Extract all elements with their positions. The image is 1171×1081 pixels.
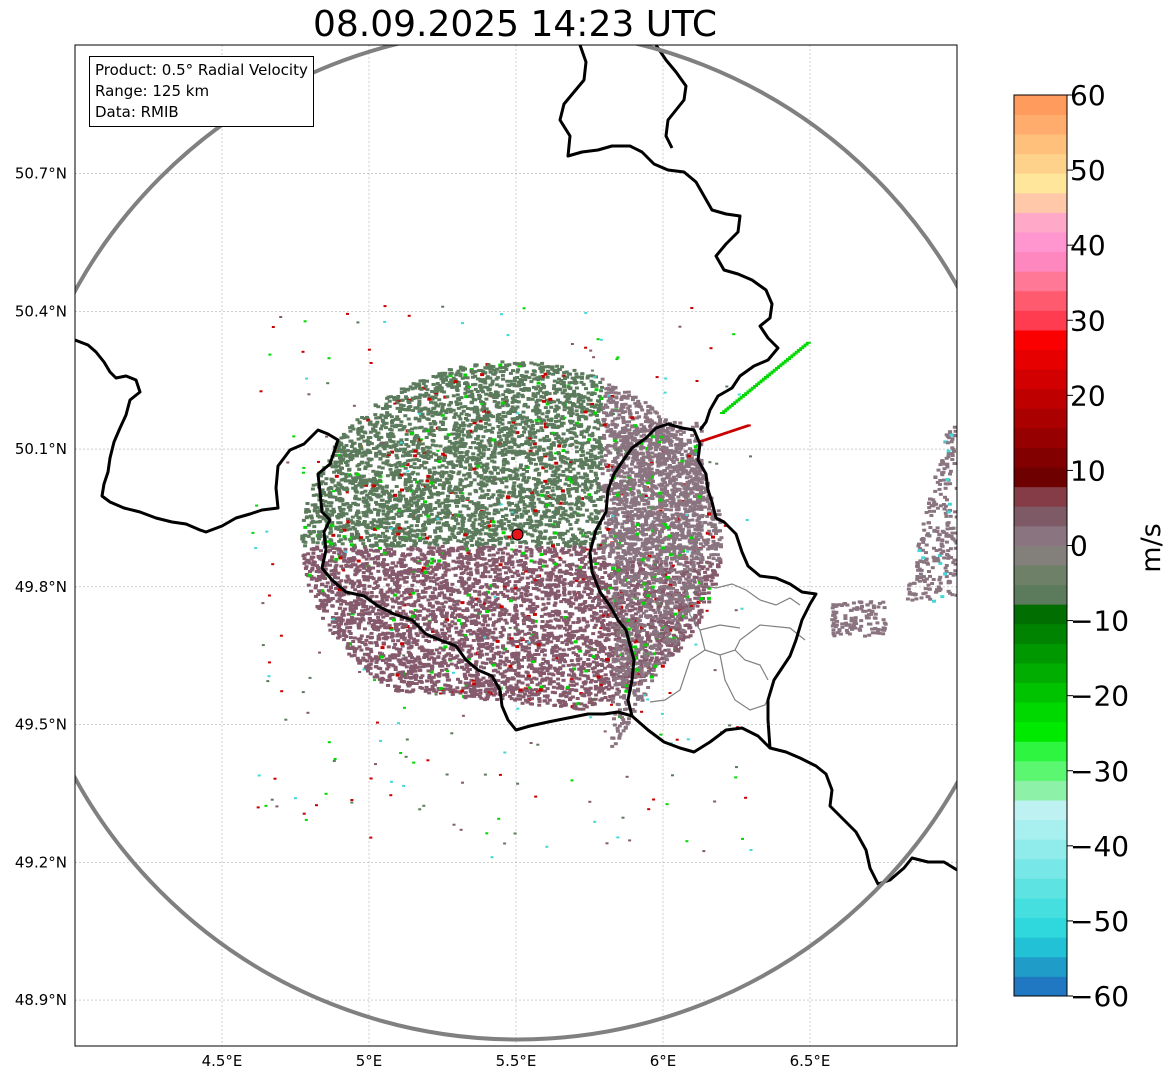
x-tick-label: 6.5°E xyxy=(790,1052,831,1070)
range-ring xyxy=(75,45,957,1042)
y-tick-label: 49.2°N xyxy=(15,853,67,871)
x-tick-label: 5.5°E xyxy=(496,1052,537,1070)
province-line-5 xyxy=(719,654,773,711)
x-tick-label: 6°E xyxy=(650,1052,677,1070)
y-tick-label: 49.8°N xyxy=(15,578,67,596)
map-frame xyxy=(74,44,958,1047)
province-line-3 xyxy=(649,649,706,703)
province-boundaries xyxy=(649,583,806,711)
border-north xyxy=(558,45,780,431)
y-tick-label: 48.9°N xyxy=(15,991,67,1009)
border-france-south xyxy=(631,714,957,886)
province-line-4 xyxy=(734,624,806,651)
country-borders xyxy=(75,45,957,886)
y-tick-label: 50.7°N xyxy=(15,165,67,183)
radar-site-marker[interactable] xyxy=(511,528,524,541)
province-line-1 xyxy=(685,583,801,606)
radar-echoes xyxy=(251,305,957,859)
map-title: 08.09.2025 14:23 UTC xyxy=(312,4,718,45)
border-west xyxy=(75,338,633,732)
y-tick-label: 50.4°N xyxy=(15,302,67,320)
source-label: Data: RMIB xyxy=(95,103,179,121)
product-info-box: Product: 0.5° Radial Velocity Range: 125… xyxy=(89,56,314,127)
x-axis-ticks: 4.5°E 5°E 5.5°E 6°E 6.5°E xyxy=(202,1052,831,1070)
border-lux xyxy=(588,422,818,749)
y-tick-label: 49.5°N xyxy=(15,716,67,734)
product-label: Product: 0.5° Radial Velocity xyxy=(95,61,308,79)
range-label: Range: 125 km xyxy=(95,82,210,100)
x-tick-label: 5°E xyxy=(356,1052,383,1070)
x-tick-label: 4.5°E xyxy=(202,1052,243,1070)
y-axis-ticks: 48.9°N 49.2°N 49.5°N 49.8°N 50.1°N 50.4°N 50.7… xyxy=(15,165,67,1010)
province-line-6 xyxy=(699,624,741,631)
y-tick-label: 50.1°N xyxy=(15,440,67,458)
border-north-top xyxy=(654,45,688,149)
